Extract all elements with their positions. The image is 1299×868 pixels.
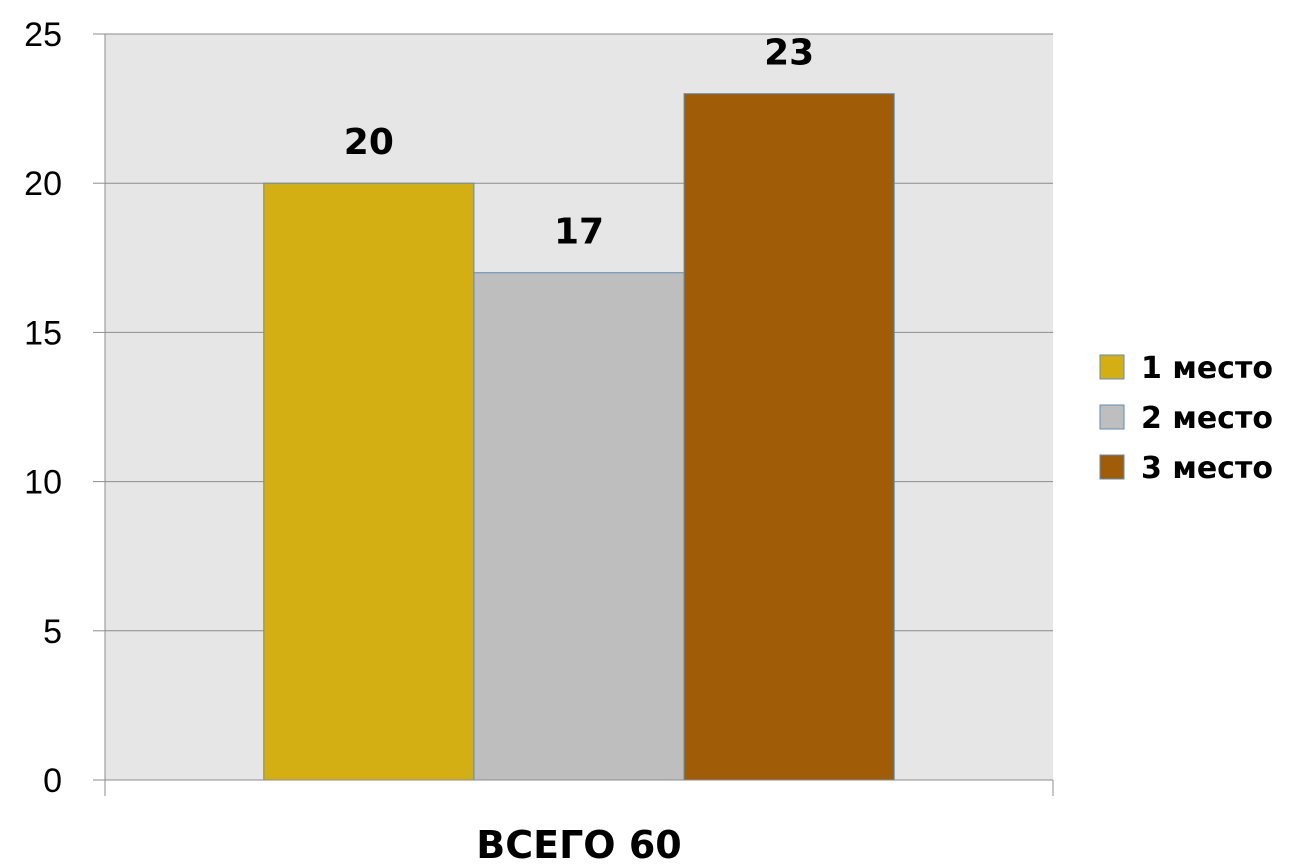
legend-label: 2 место bbox=[1141, 401, 1273, 436]
bars bbox=[263, 93, 895, 781]
legend-swatch bbox=[1099, 404, 1125, 430]
y-tick-label: 20 bbox=[24, 165, 62, 203]
x-category-label: ВСЕГО 60 bbox=[476, 823, 681, 867]
legend-swatch bbox=[1099, 354, 1125, 380]
y-tick-label: 25 bbox=[24, 16, 62, 54]
bar bbox=[683, 93, 895, 781]
y-tick-label: 5 bbox=[43, 613, 62, 651]
bar bbox=[473, 272, 685, 781]
data-label: 23 bbox=[764, 33, 814, 74]
data-label: 17 bbox=[554, 212, 604, 253]
legend: 1 место 2 место 3 место bbox=[1099, 351, 1273, 486]
y-tick-label: 0 bbox=[43, 762, 62, 800]
legend-label: 1 место bbox=[1141, 351, 1273, 386]
axes: 0 5 10 15 20 25 ВСЕГО 60 bbox=[24, 16, 1054, 867]
data-label: 20 bbox=[344, 122, 394, 163]
y-tick-label: 10 bbox=[24, 464, 62, 502]
legend-swatch bbox=[1099, 454, 1125, 480]
legend-label: 3 место bbox=[1141, 451, 1273, 486]
y-tick-label: 15 bbox=[24, 314, 62, 352]
data-labels: 20 17 23 bbox=[344, 33, 814, 253]
bar bbox=[263, 182, 475, 781]
